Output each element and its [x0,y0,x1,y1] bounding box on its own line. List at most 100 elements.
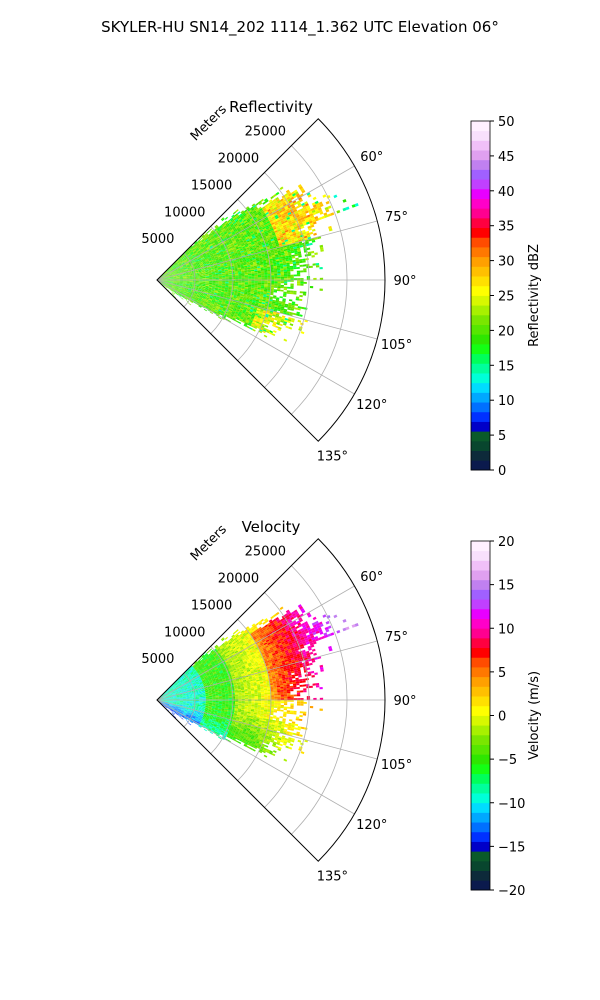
radar-gate [234,319,239,323]
radar-gate [190,252,194,255]
radar-gate [203,236,206,240]
radar-gate [177,262,181,265]
radar-gate [306,247,311,251]
radar-gate [199,248,203,251]
radar-gate [174,263,178,266]
radar-gate [249,211,253,215]
radar-gate [248,222,253,225]
radar-gate [256,215,260,219]
radar-gate [185,251,189,254]
radar-gate [215,278,219,280]
radar-gate [300,306,305,310]
radar-gate [231,274,236,277]
radar-gate [286,196,291,200]
radar-gate [174,262,177,266]
radar-gate [274,286,278,288]
radar-gate [197,239,201,243]
radar-gate [230,218,234,222]
radar-gate [183,253,187,257]
radar-gate [273,200,278,204]
panel-title: Velocity [242,518,301,536]
radar-gate [176,265,179,268]
radar-gate [273,330,277,333]
radar-gate [198,246,202,250]
radar-gate [204,243,208,247]
radar-gate [257,200,262,204]
radar-gate [264,269,268,272]
radar-gate [180,255,184,259]
radar-gate [249,327,253,330]
radar-gate [172,292,175,295]
radar-gate [203,248,207,252]
radar-gate [198,241,202,244]
radar-gate [159,276,163,279]
radar-gate [189,256,193,259]
radar-gate [195,254,199,257]
radar-gate [173,262,177,265]
radar-gate [184,260,187,263]
radar-gate [296,263,300,266]
radar-gate [170,268,173,271]
radar-gate [261,284,265,286]
radar-gate [260,290,264,293]
radar-gate [204,237,208,241]
colorbar-segment [471,324,490,335]
radial-tick-label: 15000 [191,178,232,193]
radar-gate [279,606,284,610]
radar-gate [315,263,320,266]
radar-gate [234,224,239,228]
radar-gate [257,282,262,285]
radar-gate [319,267,323,270]
radar-gate [205,281,210,283]
radar-gate [173,267,176,270]
radar-gate [166,269,170,272]
radar-gate [280,273,284,276]
radar-gate [179,264,182,267]
radar-gate [164,271,168,275]
radar-gate [218,225,223,228]
radial-tick-label: 10000 [164,205,205,220]
radar-gate [214,229,218,233]
azimuth-tick-label: 60° [360,150,383,165]
radar-gate [273,206,278,211]
radar-gate [238,273,242,275]
radar-gate [164,271,167,274]
radar-gate [246,213,251,217]
radar-gate [188,255,192,258]
radar-gate [237,216,241,220]
radar-gate [283,273,288,275]
radar-gate [172,265,175,268]
radar-gate [248,281,252,283]
radar-gate [180,255,183,258]
radar-gate [233,217,238,221]
radar-gate [224,233,228,236]
radar-gate [167,270,171,273]
radar-gate [174,263,178,267]
radar-gate [181,262,185,265]
radar-gate [213,234,217,238]
radar-gate [224,221,228,225]
radar-gate [304,254,309,257]
radar-gate [299,314,303,317]
radar-gate [248,284,252,287]
radar-gate [299,260,303,264]
radar-gate [280,275,284,277]
radar-gate [189,250,193,253]
radar-gate [215,277,219,279]
radar-gate [189,256,193,260]
radar-gate [290,267,294,270]
radar-gate [214,230,218,233]
radar-gate [273,289,278,291]
radar-gate [221,228,225,232]
radar-gate [260,286,265,289]
radar-gate [193,250,197,253]
radar-gate [300,283,304,286]
radar-gate [217,233,221,236]
radar-gate [204,243,208,246]
radar-gate [224,227,229,231]
radar-gate [244,282,249,284]
radar-gate [264,204,268,208]
radar-gate [287,271,291,274]
radar-gate [206,230,210,234]
radar-gate [187,253,191,256]
